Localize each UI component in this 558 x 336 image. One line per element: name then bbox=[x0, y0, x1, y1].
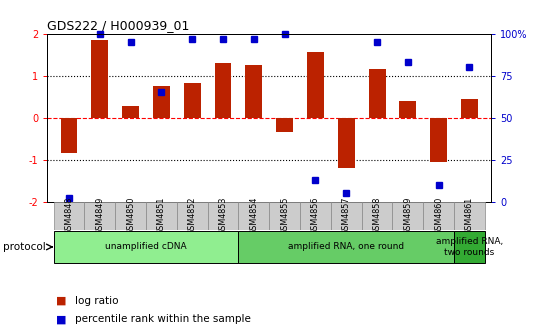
Text: GSM4848: GSM4848 bbox=[65, 197, 74, 235]
Bar bbox=[369, 69, 386, 118]
Bar bbox=[392, 202, 424, 230]
Bar bbox=[276, 118, 293, 132]
Text: GSM4858: GSM4858 bbox=[373, 197, 382, 235]
Bar bbox=[430, 118, 447, 162]
Bar bbox=[215, 63, 232, 118]
Text: GDS222 / H000939_01: GDS222 / H000939_01 bbox=[47, 19, 190, 33]
Text: GSM4853: GSM4853 bbox=[219, 197, 228, 235]
Bar bbox=[54, 202, 84, 230]
Bar bbox=[424, 202, 454, 230]
Bar bbox=[362, 202, 392, 230]
Text: GSM4857: GSM4857 bbox=[341, 197, 351, 235]
Bar bbox=[60, 118, 78, 153]
Bar bbox=[208, 202, 238, 230]
Text: GSM4856: GSM4856 bbox=[311, 197, 320, 235]
Text: GSM4861: GSM4861 bbox=[465, 197, 474, 235]
Bar bbox=[177, 202, 208, 230]
Bar bbox=[238, 202, 270, 230]
Text: log ratio: log ratio bbox=[75, 296, 119, 306]
Bar bbox=[338, 118, 355, 168]
Bar bbox=[331, 202, 362, 230]
Text: GSM4854: GSM4854 bbox=[249, 197, 258, 235]
Text: amplified RNA,
two rounds: amplified RNA, two rounds bbox=[436, 237, 503, 257]
Bar bbox=[84, 202, 115, 230]
Bar bbox=[270, 202, 300, 230]
Bar bbox=[300, 202, 331, 230]
Bar bbox=[122, 106, 139, 118]
Text: GSM4852: GSM4852 bbox=[187, 197, 197, 235]
Bar bbox=[184, 83, 201, 118]
Text: unamplified cDNA: unamplified cDNA bbox=[105, 243, 187, 251]
Text: ■: ■ bbox=[56, 296, 66, 306]
Bar bbox=[307, 52, 324, 118]
Bar bbox=[246, 65, 262, 118]
Bar bbox=[454, 231, 485, 263]
Bar bbox=[238, 231, 454, 263]
Bar bbox=[454, 202, 485, 230]
Bar bbox=[146, 202, 177, 230]
Text: GSM4850: GSM4850 bbox=[126, 197, 135, 235]
Text: percentile rank within the sample: percentile rank within the sample bbox=[75, 314, 251, 324]
Text: protocol: protocol bbox=[3, 242, 46, 252]
Text: GSM4849: GSM4849 bbox=[95, 197, 104, 235]
Text: GSM4860: GSM4860 bbox=[434, 197, 443, 235]
Bar bbox=[461, 99, 478, 118]
Bar bbox=[400, 101, 416, 118]
Bar bbox=[54, 231, 238, 263]
Text: ■: ■ bbox=[56, 314, 66, 324]
Text: GSM4859: GSM4859 bbox=[403, 197, 412, 235]
Bar bbox=[153, 86, 170, 118]
Text: GSM4855: GSM4855 bbox=[280, 197, 289, 235]
Text: GSM4851: GSM4851 bbox=[157, 197, 166, 235]
Text: amplified RNA, one round: amplified RNA, one round bbox=[288, 243, 405, 251]
Bar bbox=[92, 40, 108, 118]
Bar bbox=[115, 202, 146, 230]
